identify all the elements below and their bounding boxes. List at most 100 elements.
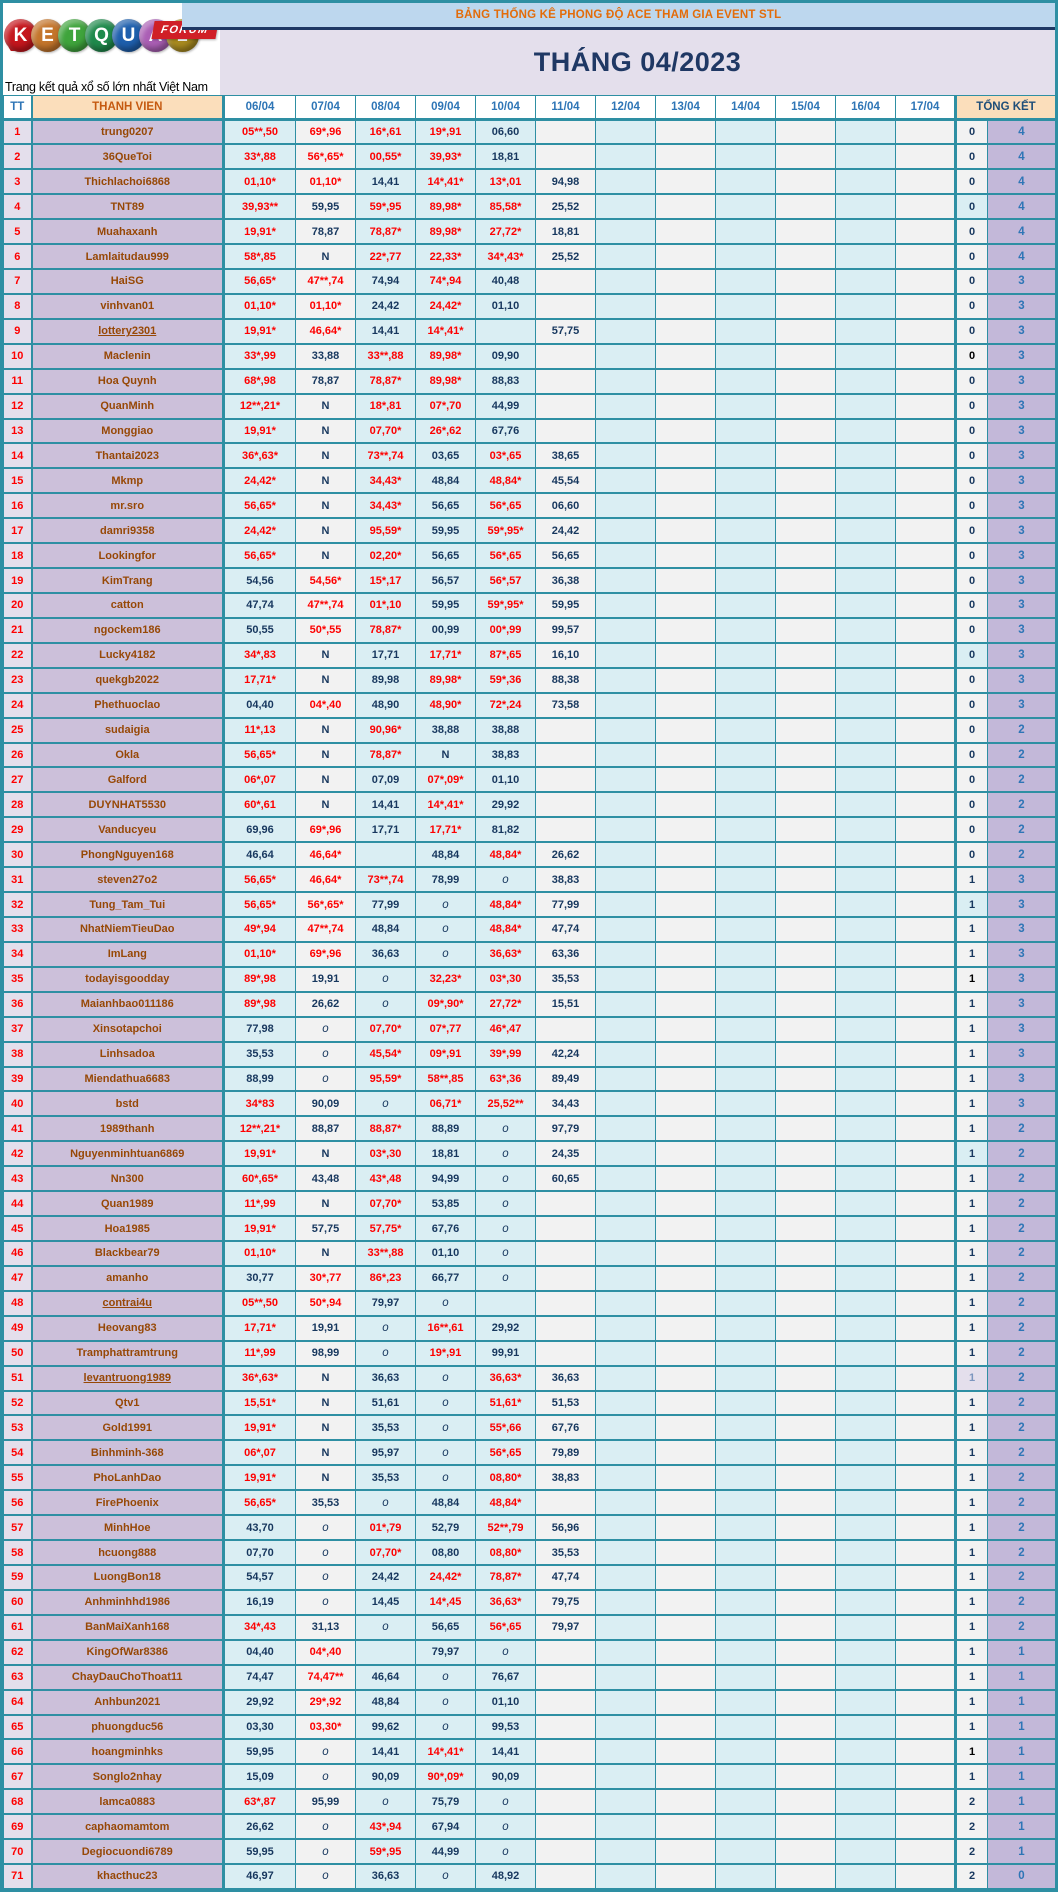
score-cell xyxy=(655,1489,716,1517)
score-cell: 60*,65* xyxy=(223,1165,296,1193)
score-cell xyxy=(835,367,896,395)
rank-cell: 58 xyxy=(3,1539,32,1566)
total-entries-cell: 0 xyxy=(954,268,988,295)
score-cell xyxy=(595,1588,656,1616)
score-cell: 67,76 xyxy=(535,1414,596,1442)
score-cell xyxy=(835,716,896,744)
score-cell xyxy=(835,1613,896,1641)
score-cell xyxy=(655,1638,716,1666)
score-cell: 67,76 xyxy=(475,417,536,445)
col-header-date: 17/04 xyxy=(895,95,956,121)
rank-cell: 25 xyxy=(3,716,32,744)
total-entries-cell: 0 xyxy=(954,367,988,395)
rank-cell: 13 xyxy=(3,417,32,445)
score-cell: 33**,88 xyxy=(355,342,416,370)
rank-cell: 12 xyxy=(3,392,32,420)
table-row: 47 amanho 30,77 30*,77 86*,23 66,77 o 1 2 xyxy=(3,1264,1055,1292)
score-cell: 89,98 xyxy=(355,666,416,694)
score-cell: 46,64* xyxy=(295,841,356,869)
score-cell xyxy=(715,766,776,794)
score-cell: 56*,65 xyxy=(475,542,536,570)
month-bar: THÁNG 04/2023 xyxy=(220,30,1055,96)
total-score-cell: 1 xyxy=(986,1688,1055,1716)
score-cell xyxy=(655,1289,716,1317)
score-cell: 48,84 xyxy=(355,1688,416,1716)
score-cell xyxy=(775,1389,836,1417)
score-cell: 47,74 xyxy=(223,592,296,619)
score-cell: o xyxy=(475,1838,536,1866)
rank-cell: 57 xyxy=(3,1514,32,1542)
score-cell xyxy=(535,118,596,146)
score-cell xyxy=(895,1663,956,1691)
score-cell: 55*,66 xyxy=(475,1414,536,1442)
score-cell xyxy=(775,1314,836,1342)
score-cell: 47,74 xyxy=(535,1563,596,1591)
table-row: 44 Quan1989 11*,99 N 07,70* 53,85 o 1 2 xyxy=(3,1190,1055,1218)
score-cell: 60*,61 xyxy=(223,791,296,819)
score-cell: o xyxy=(355,1489,416,1517)
score-cell xyxy=(715,1239,776,1267)
score-cell xyxy=(355,841,416,869)
score-cell xyxy=(535,1264,596,1292)
score-cell: o xyxy=(415,1688,476,1716)
score-cell: 13*,01 xyxy=(475,168,536,196)
score-cell: 07*,09* xyxy=(415,766,476,794)
score-cell: o xyxy=(295,1838,356,1866)
score-cell: N xyxy=(295,1389,356,1417)
total-score-cell: 2 xyxy=(986,1364,1055,1392)
member-name: Miendathua6683 xyxy=(30,1065,225,1093)
rank-cell: 70 xyxy=(3,1838,32,1866)
score-cell xyxy=(595,1439,656,1467)
score-cell xyxy=(655,1713,716,1741)
member-name[interactable]: levantruong1989 xyxy=(30,1364,225,1392)
score-cell: N xyxy=(295,243,356,271)
rank-cell: 64 xyxy=(3,1688,32,1716)
table-row: 61 BanMaiXanh168 34*,43 31,13 o 56,65 56*,65 79… xyxy=(3,1613,1055,1641)
score-cell: 17,71* xyxy=(223,1314,296,1342)
rank-cell: 38 xyxy=(3,1040,32,1068)
score-cell xyxy=(895,467,956,495)
member-name: Linhsadoa xyxy=(30,1040,225,1068)
rank-cell: 66 xyxy=(3,1738,32,1766)
score-cell: 63,36 xyxy=(535,940,596,968)
score-cell: 26*,62 xyxy=(415,417,476,445)
table-row: 4 TNT89 39,93** 59,95 59*,95 89,98* 85,58* 25,5… xyxy=(3,193,1055,221)
table-row: 25 sudaigia 11*,13 N 90,96* 38,88 38,88 0 2 xyxy=(3,716,1055,744)
score-cell xyxy=(895,168,956,196)
member-name[interactable]: lottery2301 xyxy=(30,317,225,345)
score-cell xyxy=(535,1838,596,1866)
score-cell: 48,84 xyxy=(415,841,476,869)
score-cell xyxy=(715,168,776,196)
score-cell xyxy=(655,1813,716,1841)
rank-cell: 52 xyxy=(3,1389,32,1417)
score-cell: 33*,99 xyxy=(223,342,296,370)
rank-cell: 55 xyxy=(3,1464,32,1492)
member-name: Binhminh-368 xyxy=(30,1439,225,1467)
score-cell xyxy=(715,1314,776,1342)
table-row: 52 Qtv1 15,51* N 51,61 o 51,61* 51,53 1 2 xyxy=(3,1389,1055,1417)
rank-cell: 33 xyxy=(3,916,32,943)
score-cell xyxy=(655,168,716,196)
total-score-cell: 2 xyxy=(986,1514,1055,1542)
score-cell xyxy=(655,143,716,171)
rank-cell: 7 xyxy=(3,268,32,295)
score-cell: 46,64 xyxy=(223,841,296,869)
score-cell: N xyxy=(295,467,356,495)
score-cell: 74,94 xyxy=(355,268,416,295)
member-name[interactable]: contrai4u xyxy=(30,1289,225,1317)
total-score-cell: 1 xyxy=(986,1663,1055,1691)
score-cell: 01,10* xyxy=(295,292,356,320)
score-cell xyxy=(895,1613,956,1641)
rank-cell: 18 xyxy=(3,542,32,570)
score-cell xyxy=(895,317,956,345)
score-cell xyxy=(535,1314,596,1342)
score-cell: 36*,63* xyxy=(223,1364,296,1392)
table-row: 64 Anhbun2021 29,92 29*,92 48,84 o 01,10 1 1 xyxy=(3,1688,1055,1716)
score-cell: 88,89 xyxy=(415,1115,476,1143)
table-row: 38 Linhsadoa 35,53 o 45,54* 09*,91 39*,99 42,24… xyxy=(3,1040,1055,1068)
total-entries-cell: 2 xyxy=(954,1863,988,1889)
score-cell xyxy=(595,1140,656,1168)
score-cell: 74,47** xyxy=(295,1663,356,1691)
score-cell xyxy=(895,1090,956,1118)
table-row: 62 KingOfWar8386 04,40 04*,40 79,97 o 1 1 xyxy=(3,1638,1055,1666)
